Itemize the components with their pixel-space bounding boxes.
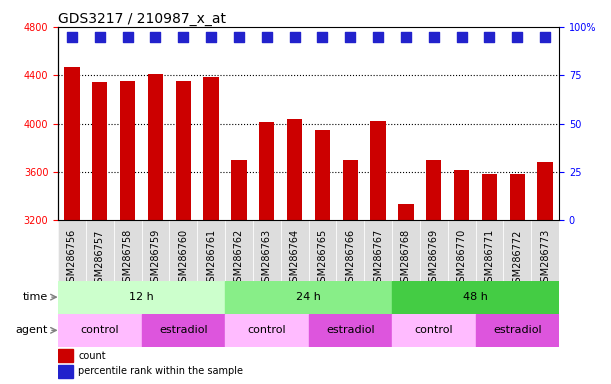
Bar: [510, 174, 525, 220]
Bar: [343, 160, 358, 220]
Text: GSM286763: GSM286763: [262, 229, 272, 288]
Bar: [454, 170, 469, 220]
Bar: [309, 220, 337, 281]
Text: 12 h: 12 h: [129, 292, 154, 302]
Text: GSM286768: GSM286768: [401, 229, 411, 288]
Text: GSM286758: GSM286758: [123, 229, 133, 288]
Text: control: control: [414, 325, 453, 335]
Bar: [475, 314, 559, 347]
Bar: [225, 220, 253, 281]
Bar: [280, 220, 309, 281]
Bar: [503, 220, 531, 281]
Point: [207, 33, 216, 40]
Point: [345, 33, 355, 40]
Bar: [142, 220, 169, 281]
Point: [123, 33, 133, 40]
Point: [513, 33, 522, 40]
Point: [429, 33, 439, 40]
Point: [457, 33, 467, 40]
Text: GDS3217 / 210987_x_at: GDS3217 / 210987_x_at: [58, 12, 226, 26]
Text: GSM286773: GSM286773: [540, 229, 550, 288]
Text: GSM286765: GSM286765: [318, 229, 327, 288]
Bar: [253, 220, 280, 281]
Bar: [225, 281, 392, 314]
Point: [150, 33, 160, 40]
Point: [373, 33, 383, 40]
Bar: [58, 314, 142, 347]
Text: GSM286770: GSM286770: [456, 229, 467, 288]
Bar: [426, 160, 442, 220]
Text: count: count: [78, 351, 106, 361]
Bar: [225, 314, 309, 347]
Bar: [370, 121, 386, 220]
Bar: [58, 220, 86, 281]
Text: 48 h: 48 h: [463, 292, 488, 302]
Text: estradiol: estradiol: [493, 325, 541, 335]
Text: GSM286757: GSM286757: [95, 229, 105, 288]
Text: GSM286759: GSM286759: [150, 229, 161, 288]
Bar: [142, 314, 225, 347]
Bar: [58, 281, 225, 314]
Point: [262, 33, 272, 40]
Text: GSM286766: GSM286766: [345, 229, 356, 288]
Point: [290, 33, 299, 40]
Bar: [392, 220, 420, 281]
Point: [485, 33, 494, 40]
Bar: [392, 314, 475, 347]
Bar: [482, 174, 497, 220]
Text: GSM286767: GSM286767: [373, 229, 383, 288]
Point: [95, 33, 104, 40]
Text: GSM286764: GSM286764: [290, 229, 299, 288]
Text: GSM286761: GSM286761: [206, 229, 216, 288]
Bar: [398, 204, 414, 220]
Text: GSM286771: GSM286771: [485, 229, 494, 288]
Bar: [114, 220, 142, 281]
Bar: [259, 122, 274, 220]
Bar: [475, 220, 503, 281]
Bar: [64, 67, 79, 220]
Point: [67, 33, 77, 40]
Point: [540, 33, 550, 40]
Text: GSM286772: GSM286772: [512, 229, 522, 288]
Text: GSM286762: GSM286762: [234, 229, 244, 288]
Bar: [309, 314, 392, 347]
Bar: [58, 365, 73, 377]
Text: time: time: [23, 292, 48, 302]
Text: percentile rank within the sample: percentile rank within the sample: [78, 366, 243, 376]
Text: GSM286756: GSM286756: [67, 229, 77, 288]
Bar: [392, 281, 559, 314]
Bar: [175, 81, 191, 220]
Text: control: control: [247, 325, 286, 335]
Point: [401, 33, 411, 40]
Bar: [232, 160, 247, 220]
Bar: [531, 220, 559, 281]
Text: estradiol: estradiol: [326, 325, 375, 335]
Point: [318, 33, 327, 40]
Bar: [364, 220, 392, 281]
Text: agent: agent: [16, 325, 48, 335]
Bar: [58, 349, 73, 362]
Text: GSM286769: GSM286769: [429, 229, 439, 288]
Bar: [420, 220, 448, 281]
Text: control: control: [81, 325, 119, 335]
Bar: [169, 220, 197, 281]
Bar: [120, 81, 135, 220]
Text: 24 h: 24 h: [296, 292, 321, 302]
Bar: [287, 119, 302, 220]
Text: estradiol: estradiol: [159, 325, 208, 335]
Bar: [148, 74, 163, 220]
Bar: [315, 129, 330, 220]
Point: [234, 33, 244, 40]
Bar: [197, 220, 225, 281]
Bar: [337, 220, 364, 281]
Bar: [86, 220, 114, 281]
Bar: [538, 162, 553, 220]
Text: GSM286760: GSM286760: [178, 229, 188, 288]
Point: [178, 33, 188, 40]
Bar: [92, 83, 108, 220]
Bar: [448, 220, 475, 281]
Bar: [203, 77, 219, 220]
